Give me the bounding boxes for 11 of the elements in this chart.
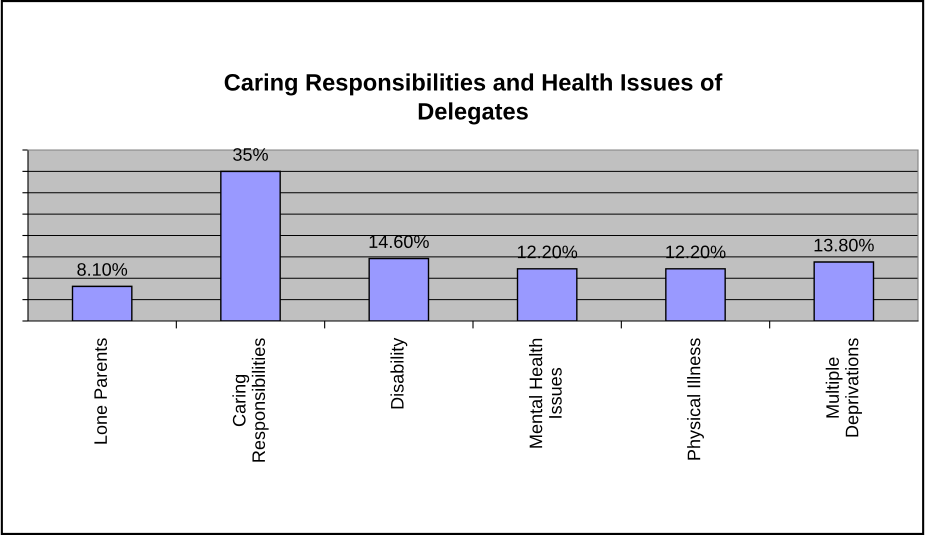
- x-tick-label: Multiple Deprivations: [826, 338, 862, 437]
- x-tick-label: Caring Responsibilities: [232, 338, 269, 462]
- data-label: 8.10%: [77, 263, 128, 276]
- x-tick-label: Physical Illness: [687, 338, 704, 460]
- x-tick-label: Disability: [390, 338, 408, 408]
- data-label: 13.80%: [814, 238, 874, 252]
- chart-title: Caring Responsibilities and Health Issues of Delegates: [224, 73, 722, 124]
- x-tick-label: Mental Health Issues: [529, 338, 562, 448]
- data-label: 35%: [233, 148, 268, 161]
- x-tick-label: Lone Parents: [94, 338, 108, 444]
- data-label: 14.60%: [370, 235, 429, 248]
